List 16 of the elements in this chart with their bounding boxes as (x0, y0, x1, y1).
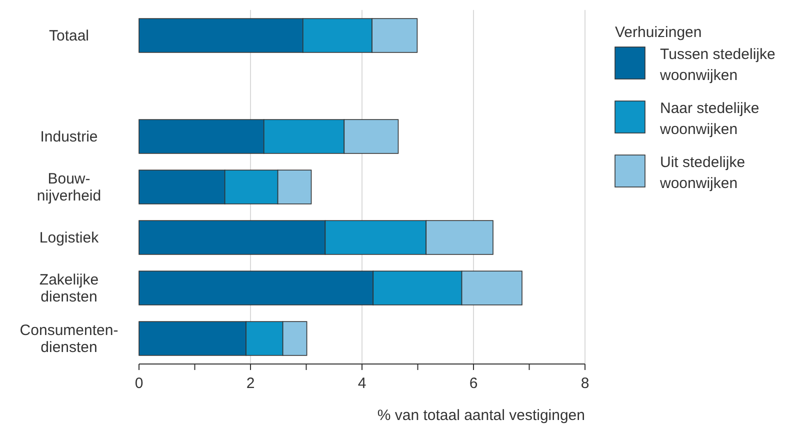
x-tick-label: 2 (246, 375, 255, 392)
y-tick-label: Logistiek (39, 230, 100, 246)
y-tick-label: Bouw-nijverheid (36, 170, 102, 204)
legend-label: Tussen stedelijke woonwijken (659, 46, 776, 84)
legend-title: Verhuizingen (615, 24, 702, 41)
y-tick-label: Consumenten-diensten (20, 322, 118, 356)
y-tick-label: Industrie (40, 128, 98, 146)
x-axis-title: % van totaal aantal vestigingen (377, 407, 585, 424)
y-tick-label: Totaal (48, 28, 90, 44)
x-tick-label: 4 (358, 375, 366, 392)
legend-label: Naar stedelijke woonwijken (659, 100, 760, 138)
x-tick-label: 6 (469, 375, 478, 392)
x-tick-label: 8 (580, 375, 590, 392)
legend-label: Uit stedelijke woonwijken (659, 154, 746, 192)
y-tick-label: Zakelijke diensten (39, 272, 99, 306)
x-tick-label: 0 (134, 375, 144, 392)
